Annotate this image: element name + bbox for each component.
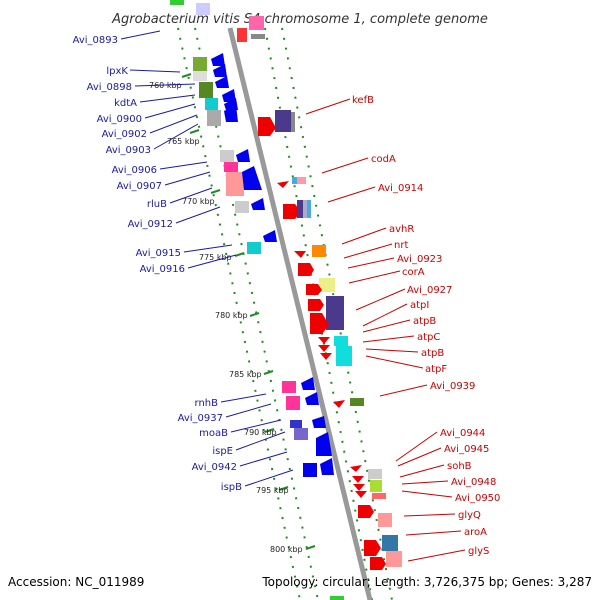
gene-label: atpB (421, 348, 444, 359)
chromosome-backbone (227, 27, 373, 600)
gene-label: Avi_0937 (178, 413, 223, 424)
gene-label: atpC (417, 332, 440, 343)
gene-label: Avi_0906 (112, 165, 157, 176)
tick-label: 790 kbp (244, 428, 277, 437)
gene-label: aroA (464, 527, 487, 538)
left-gene-labels: Avi_0893 lpxK Avi_0898 kdtA Avi_0900 Avi… (73, 35, 243, 493)
gene-label: atpI (410, 300, 429, 311)
top-partial-features (170, 0, 344, 600)
gene-label: Avi_0944 (440, 428, 485, 439)
gene-label: kdtA (114, 98, 137, 109)
gene-label: Avi_0914 (378, 183, 423, 194)
gene-label: Avi_0916 (140, 264, 185, 275)
gene-label: Avi_0902 (102, 129, 147, 140)
tick-label: 775 kbp (199, 253, 232, 262)
gene-label: nrt (394, 240, 408, 251)
forward-strand-features (193, 53, 334, 477)
gene-label: glyQ (458, 510, 481, 521)
tick-label: 780 kbp (215, 311, 248, 320)
gene-label: ispE (212, 446, 233, 457)
tick-label: 795 kbp (256, 486, 289, 495)
gene-label: glyS (468, 546, 489, 557)
gene-label: sohB (447, 461, 472, 472)
gene-label: avhR (389, 224, 414, 235)
leader-lines (120, 30, 466, 562)
gene-label: rnhB (195, 398, 219, 409)
gene-label: Avi_0950 (455, 493, 500, 504)
gene-label: Avi_0915 (136, 248, 181, 259)
gene-label: Avi_0927 (407, 285, 452, 296)
reverse-strand-features (258, 110, 402, 570)
tick-labels: 760 kbp 765 kbp 770 kbp 775 kbp 780 kbp … (149, 81, 303, 554)
gene-label: corA (402, 267, 425, 278)
right-gene-labels: kefB codA Avi_0914 avhR nrt Avi_0923 cor… (352, 95, 500, 557)
gene-label: Avi_0923 (397, 254, 442, 265)
gene-label: lpxK (106, 66, 128, 77)
gene-label: Avi_0942 (192, 462, 237, 473)
gene-label: rluB (147, 199, 167, 210)
gene-label: Avi_0912 (128, 219, 173, 230)
tick-label: 785 kbp (229, 370, 262, 379)
gene-label: ispB (221, 482, 242, 493)
gene-label: Avi_0948 (451, 477, 496, 488)
gene-label: Avi_0900 (97, 114, 142, 125)
gene-label: Avi_0945 (444, 444, 489, 455)
accession-text: Accession: NC_011989 (8, 575, 144, 589)
gene-label: atpF (425, 364, 447, 375)
map-title: Agrobacterium vitis S4 chromosome 1, com… (111, 12, 488, 27)
gene-label: codA (371, 154, 396, 165)
gene-label: Avi_0939 (430, 381, 475, 392)
gene-label: Avi_0903 (106, 145, 151, 156)
tick-marks (181, 73, 316, 550)
gene-label: kefB (352, 95, 374, 106)
gene-label: Avi_0898 (87, 82, 132, 93)
genome-summary-text: Topology: circular; Length: 3,726,375 bp… (261, 575, 592, 589)
gene-label: moaB (199, 428, 228, 439)
gene-label: Avi_0893 (73, 35, 118, 46)
tick-label: 770 kbp (182, 197, 215, 206)
tick-label: 765 kbp (167, 137, 200, 146)
gene-label: atpB (413, 316, 436, 327)
tick-label: 760 kbp (149, 81, 182, 90)
gene-label: Avi_0907 (117, 181, 162, 192)
tick-label: 800 kbp (270, 545, 303, 554)
